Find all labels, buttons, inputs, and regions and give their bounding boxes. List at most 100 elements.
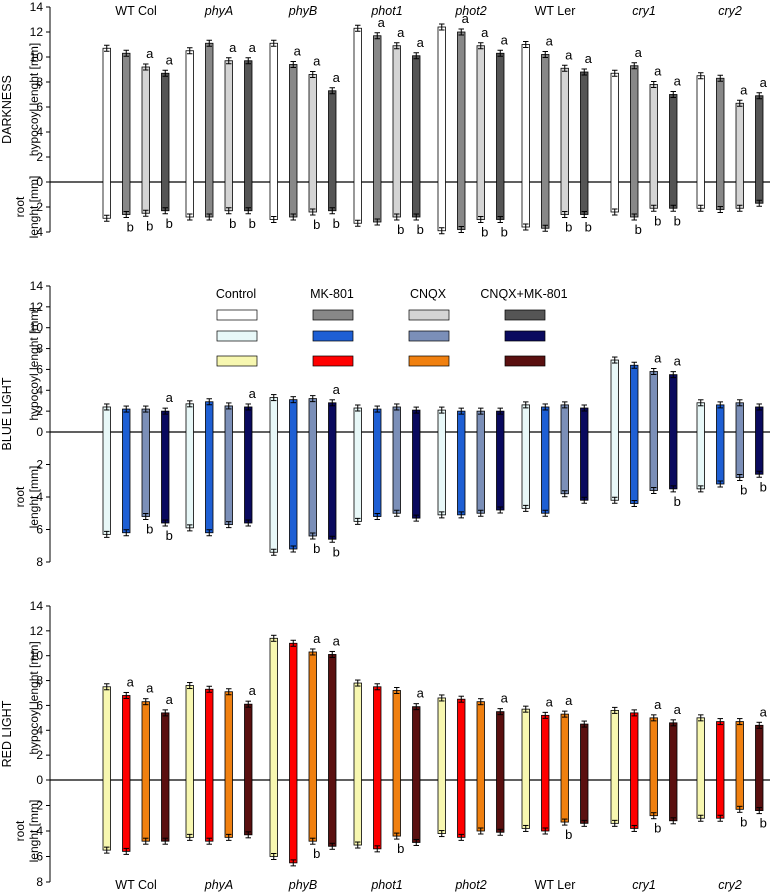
significance-letter: a: [760, 75, 768, 90]
significance-letter: a: [635, 45, 643, 60]
y-tick-label: 14: [30, 0, 44, 14]
significance-letter: b: [333, 216, 340, 231]
genotype-label-bottom: phyA: [204, 878, 234, 892]
legend-label: Control: [216, 287, 256, 301]
genotype-label-top: phyA: [204, 4, 234, 18]
significance-letter: a: [417, 686, 425, 701]
significance-letter: b: [654, 821, 661, 836]
significance-letter: b: [313, 846, 320, 861]
bar-dark: [161, 72, 170, 212]
bar-blue: [205, 401, 214, 534]
legend-label: CNQX+MK-801: [480, 287, 567, 301]
y-tick-label: 12: [30, 624, 44, 638]
bar-blue: [696, 402, 705, 490]
significance-letter: b: [565, 220, 572, 235]
legend-swatch: [216, 309, 258, 321]
bar-dark: [141, 66, 150, 214]
bar-dark: [308, 74, 317, 213]
bar-blue: [457, 410, 466, 516]
significance-letter: b: [146, 522, 153, 537]
y-tick-label: 8: [36, 342, 43, 356]
significance-letter: b: [313, 217, 320, 232]
bar-blue: [649, 371, 658, 491]
bar-red: [496, 711, 505, 833]
y-tick-label: 8: [36, 674, 43, 688]
legend-swatch: [408, 355, 450, 367]
significance-letter: a: [146, 681, 154, 696]
hypocotyl-axis-label: hypocoyl lenght [mm]: [27, 307, 41, 420]
bar-red: [373, 686, 382, 850]
y-tick-label: 4: [36, 125, 43, 139]
genotype-label-bottom: cry1: [632, 878, 656, 892]
bar-blue: [735, 402, 744, 478]
significance-letter: a: [585, 51, 593, 66]
significance-letter: a: [378, 15, 386, 30]
y-tick-label: 2: [36, 404, 43, 418]
significance-letter: a: [166, 52, 174, 67]
bar-dark: [269, 42, 278, 220]
bar-red: [269, 637, 278, 857]
y-tick-label: 12: [30, 25, 44, 39]
legend-swatch: [504, 309, 546, 321]
bar-dark: [521, 44, 530, 228]
genotype-label-top: phot1: [370, 4, 402, 18]
significance-letter: a: [501, 32, 509, 47]
significance-letter: a: [654, 64, 662, 79]
significance-letter: a: [546, 694, 554, 709]
significance-letter: b: [333, 544, 340, 559]
y-tick-label: 6: [36, 362, 43, 376]
genotype-label-top: phyB: [288, 4, 318, 18]
bar-blue: [161, 410, 170, 524]
bar-blue: [122, 408, 131, 534]
significance-letter: b: [313, 541, 320, 556]
significance-letter: b: [166, 216, 173, 231]
y-tick-label: 14: [30, 599, 44, 613]
bar-dark: [289, 64, 298, 218]
significance-letter: b: [417, 222, 424, 237]
bar-red: [185, 685, 194, 838]
bar-dark: [716, 77, 725, 210]
significance-letter: a: [127, 674, 135, 689]
genotype-label-bottom: WT Col: [115, 878, 156, 892]
root-axis-label: lenght [mm]: [27, 176, 41, 239]
significance-letter: a: [397, 25, 405, 40]
bar-dark: [373, 35, 382, 223]
bar-dark: [244, 60, 253, 212]
significance-letter: b: [740, 483, 747, 498]
bar-dark: [669, 94, 678, 209]
genotype-label-top: WT Col: [115, 4, 156, 18]
legend-swatch: [216, 330, 258, 342]
significance-letter: a: [740, 82, 748, 97]
significance-letter: a: [249, 40, 257, 55]
bar-red: [610, 709, 619, 824]
bar-red: [630, 712, 639, 829]
legend-swatch: [408, 309, 450, 321]
bar-blue: [392, 406, 401, 514]
legend-label: CNQX: [410, 287, 447, 301]
significance-letter: b: [146, 218, 153, 233]
significance-letter: a: [313, 631, 321, 646]
y-tick-label: 6: [36, 523, 43, 537]
y-tick-label: 2: [36, 150, 43, 164]
significance-letter: a: [333, 382, 341, 397]
legend-swatch: [408, 330, 450, 342]
hypocotyl-axis-label: hypocoyl lenght [mm]: [27, 641, 41, 754]
bar-blue: [610, 359, 619, 501]
significance-letter: b: [127, 220, 134, 235]
significance-letter: a: [294, 44, 302, 59]
significance-letter: b: [740, 814, 747, 829]
significance-letter: b: [635, 222, 642, 237]
bar-blue: [437, 409, 446, 516]
significance-letter: b: [674, 213, 681, 228]
bar-blue: [580, 407, 589, 501]
panel-row-label: RED LIGHT: [0, 700, 14, 767]
significance-letter: b: [585, 220, 592, 235]
bar-dark: [412, 55, 421, 218]
bar-dark: [328, 90, 337, 212]
bar-dark: [122, 52, 131, 215]
significance-letter: b: [674, 494, 681, 509]
root-axis-label: lenght [mm]: [27, 800, 41, 863]
bar-blue: [185, 403, 194, 529]
significance-letter: b: [249, 216, 256, 231]
root-axis-label: root: [13, 486, 27, 507]
